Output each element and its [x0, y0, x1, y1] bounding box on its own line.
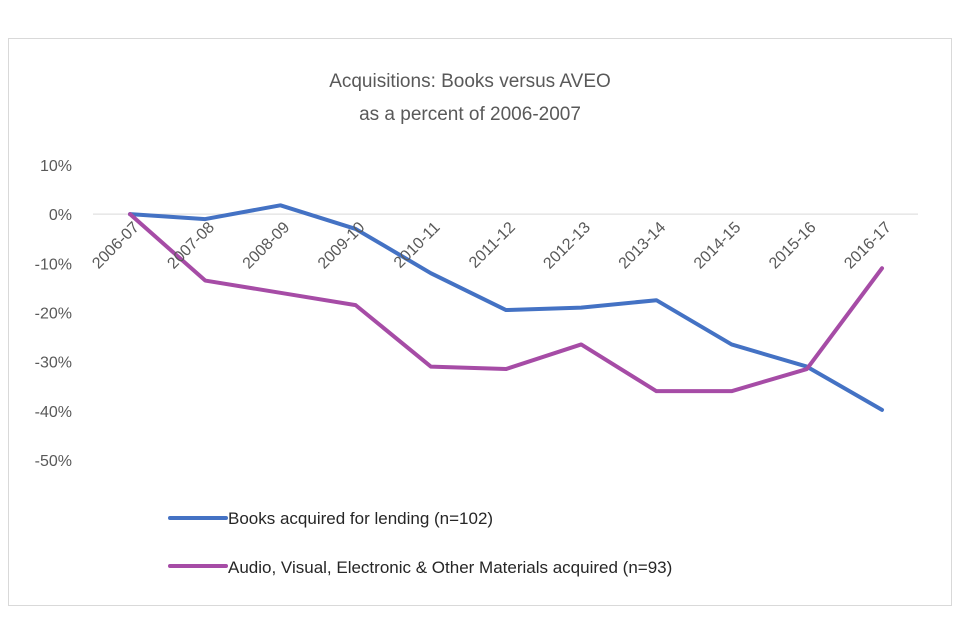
x-tick-label: 2013-14 [616, 219, 670, 273]
x-tick-label: 2009-10 [315, 219, 369, 273]
chart-frame [8, 38, 952, 606]
x-tick-label: 2006-07 [89, 219, 143, 273]
series-line-books [128, 203, 884, 412]
x-tick-label: 2007-08 [164, 219, 218, 273]
chart-title-line-2: as a percent of 2006-2007 [359, 104, 581, 125]
x-tick-label: 2015-16 [766, 219, 820, 273]
x-tick-label: 2016-17 [841, 219, 895, 273]
series-lines [128, 203, 884, 412]
x-tick-label: 2012-13 [540, 219, 594, 273]
x-tick-label: 2008-09 [240, 219, 294, 273]
y-axis-ticks: 10% 0% -10% -20% -30% -40% -50% [35, 158, 72, 470]
y-tick-label: -50% [35, 453, 72, 470]
y-tick-label: -30% [35, 355, 72, 372]
legend-label-books: Books acquired for lending (n=102) [228, 509, 493, 528]
y-tick-label: -20% [35, 306, 72, 323]
series-line-aveo [128, 212, 884, 394]
chart-title-line-1: Acquisitions: Books versus AVEO [329, 71, 611, 92]
x-axis-ticks: 2006-07 2007-08 2008-09 2009-10 2010-11 2011-… [89, 219, 895, 273]
y-tick-label: 10% [40, 158, 72, 175]
legend-label-aveo: Audio, Visual, Electronic & Other Materi… [228, 558, 672, 577]
x-tick-label: 2011-12 [466, 219, 519, 272]
legend: Books acquired for lending (n=102) Audio… [168, 509, 672, 577]
y-tick-label: -40% [35, 404, 72, 421]
y-tick-label: -10% [35, 256, 72, 273]
x-tick-label: 2014-15 [691, 219, 745, 273]
y-tick-label: 0% [49, 207, 72, 224]
